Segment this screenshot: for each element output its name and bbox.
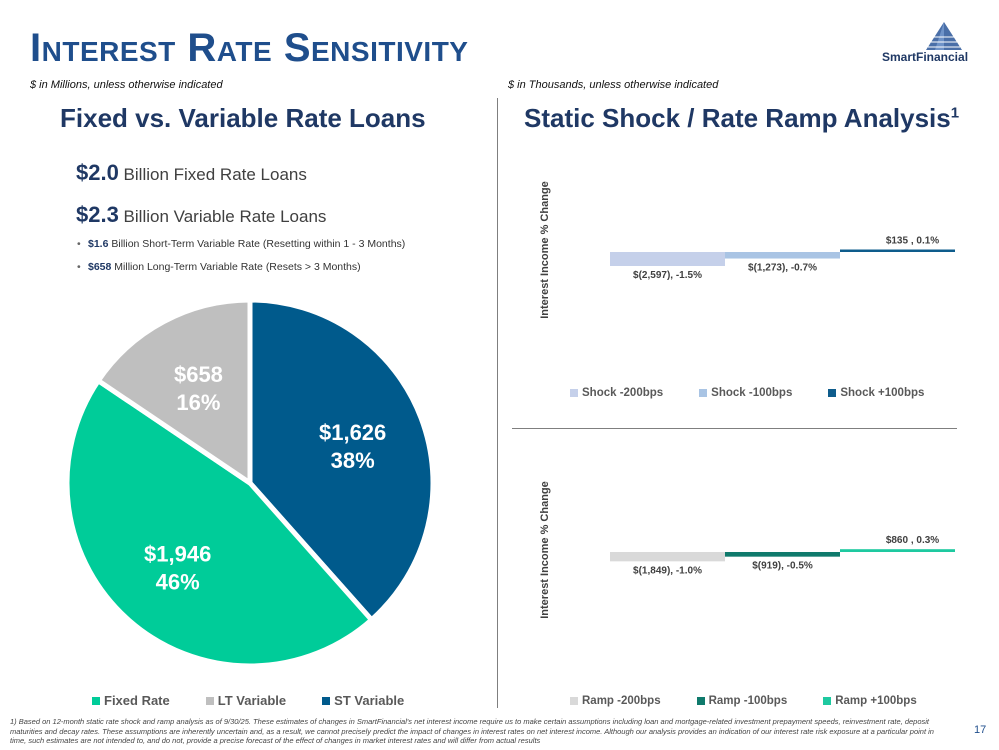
legend-label-ramp-minus-200: Ramp -200bps [582, 695, 661, 707]
pie-percent-label-fixed-rate: 46% [156, 570, 200, 595]
legend-swatch-ramp-minus-100 [696, 697, 705, 705]
legend-swatch-ramp-minus-200 [570, 697, 578, 705]
bullet-long-term-amount: $658 [88, 261, 112, 273]
page-title: Interest Rate Sensitivity [30, 26, 469, 70]
left-section-title: Fixed vs. Variable Rate Loans [60, 103, 426, 133]
page-number: 17 [974, 724, 987, 736]
vertical-divider [497, 98, 498, 708]
legend-shock-minus-100: Shock -100bps [699, 387, 792, 399]
pie-slice-lt-variable [94, 297, 253, 488]
legend-label-lt-variable: LT Variable [217, 693, 287, 708]
pie-slice-fixed-rate [64, 377, 376, 669]
legend-label-shock-minus-200: Shock -200bps [582, 387, 664, 399]
legend-swatch-fixed-rate [92, 696, 100, 705]
shock-legend: Shock -200bps Shock -100bps Shock +100bp… [570, 387, 924, 399]
fixed-loans-line: $2.0 Billion Fixed Rate Loans [76, 160, 307, 186]
legend-label-ramp-plus-100: Ramp +100bps [835, 695, 917, 707]
ramp-bar-1 [725, 552, 840, 557]
right-unit-note: $ in Thousands, unless otherwise indicat… [508, 79, 719, 91]
pie-slice-st-variable [247, 297, 436, 624]
static-shock-bar-chart: Interest Income % Change $(2,597), -1.5% $… [539, 181, 955, 319]
legend-swatch-shock-minus-200 [570, 389, 578, 397]
legend-swatch-lt-variable [205, 696, 214, 705]
footnote: 1) Based on 12-month static rate shock a… [10, 717, 934, 745]
legend-swatch-ramp-plus-100 [823, 697, 832, 705]
legend-label-ramp-minus-100: Ramp -100bps [708, 695, 788, 707]
shock-bar-0 [610, 252, 725, 266]
legend-lt-variable: LT Variable [205, 693, 287, 708]
ramp-bar-label-1: $(919), -0.5% [752, 561, 813, 572]
pie-value-label-st-variable: $1,626 [319, 420, 386, 445]
fixed-loans-amount: $2.0 [76, 160, 119, 185]
legend-swatch-shock-minus-100 [699, 389, 708, 397]
legend-shock-minus-200: Shock -200bps [570, 387, 663, 399]
legend-shock-plus-100: Shock +100bps [828, 387, 924, 399]
bullet-long-term: $658 Million Long-Term Variable Rate (Re… [77, 261, 361, 273]
right-section-title-footnote-ref: 1 [950, 104, 960, 122]
legend-ramp-minus-100: Ramp -100bps [696, 695, 788, 707]
pie-percent-label-st-variable: 38% [331, 448, 375, 473]
ramp-bar-label-2: $860 , 0.3% [886, 535, 939, 546]
right-section-title-text: Static Shock / Rate Ramp Analysis [524, 103, 951, 133]
bullet-long-term-text: Million Long-Term Variable Rate (Resets … [111, 261, 361, 273]
horizontal-divider [512, 428, 957, 429]
legend-fixed-rate: Fixed Rate [92, 693, 170, 708]
bullet-short-term: $1.6 Billion Short-Term Variable Rate (R… [77, 238, 406, 250]
shock-y-axis-title: Interest Income % Change [539, 181, 551, 319]
loan-mix-pie-chart: $1,626 38% $1,946 46% $658 16% [64, 297, 436, 669]
legend-st-variable: ST Variable [322, 693, 404, 708]
pie-legend: Fixed Rate LT Variable ST Variable [92, 693, 404, 708]
shock-bar-2 [840, 249, 955, 252]
ramp-y-axis-title: Interest Income % Change [539, 481, 551, 619]
bullet-short-term-amount: $1.6 [88, 238, 109, 250]
logo-wordmark: SmartFinancial [882, 50, 969, 64]
legend-swatch-st-variable [322, 696, 331, 705]
ramp-bar-label-0: $(1,849), -1.0% [633, 565, 702, 576]
ramp-legend: Ramp -200bps Ramp -100bps Ramp +100bps [570, 695, 917, 707]
legend-ramp-minus-200: Ramp -200bps [570, 695, 661, 707]
ramp-bar-2 [840, 549, 955, 552]
legend-label-shock-minus-100: Shock -100bps [711, 387, 793, 399]
pie-percent-label-lt-variable: 16% [176, 390, 220, 415]
pie-value-label-lt-variable: $658 [174, 362, 223, 387]
shock-bar-label-1: $(1,273), -0.7% [748, 263, 817, 274]
shock-bar-1 [725, 252, 840, 259]
variable-loans-line: $2.3 Billion Variable Rate Loans [76, 202, 326, 228]
pie-value-label-fixed-rate: $1,946 [144, 542, 211, 567]
shock-bar-label-0: $(2,597), -1.5% [633, 270, 702, 281]
legend-label-shock-plus-100: Shock +100bps [840, 387, 925, 399]
shock-bar-label-2: $135 , 0.1% [886, 236, 939, 247]
right-section-title: Static Shock / Rate Ramp Analysis1 [524, 103, 959, 134]
fixed-loans-text: Billion Fixed Rate Loans [118, 165, 307, 184]
rate-ramp-bar-chart: Interest Income % Change $(1,849), -1.0% $… [539, 481, 955, 619]
ramp-bar-0 [610, 552, 725, 562]
variable-loans-text: Billion Variable Rate Loans [118, 207, 327, 226]
left-unit-note: $ in Millions, unless otherwise indicate… [30, 79, 223, 91]
legend-swatch-shock-plus-100 [828, 389, 837, 397]
smartfinancial-logo-icon [926, 22, 962, 50]
variable-loans-amount: $2.3 [76, 202, 119, 227]
legend-label-fixed-rate: Fixed Rate [104, 693, 170, 708]
legend-label-st-variable: ST Variable [334, 693, 405, 708]
legend-ramp-plus-100: Ramp +100bps [823, 695, 917, 707]
bullet-short-term-text: Billion Short-Term Variable Rate (Resett… [108, 238, 406, 250]
